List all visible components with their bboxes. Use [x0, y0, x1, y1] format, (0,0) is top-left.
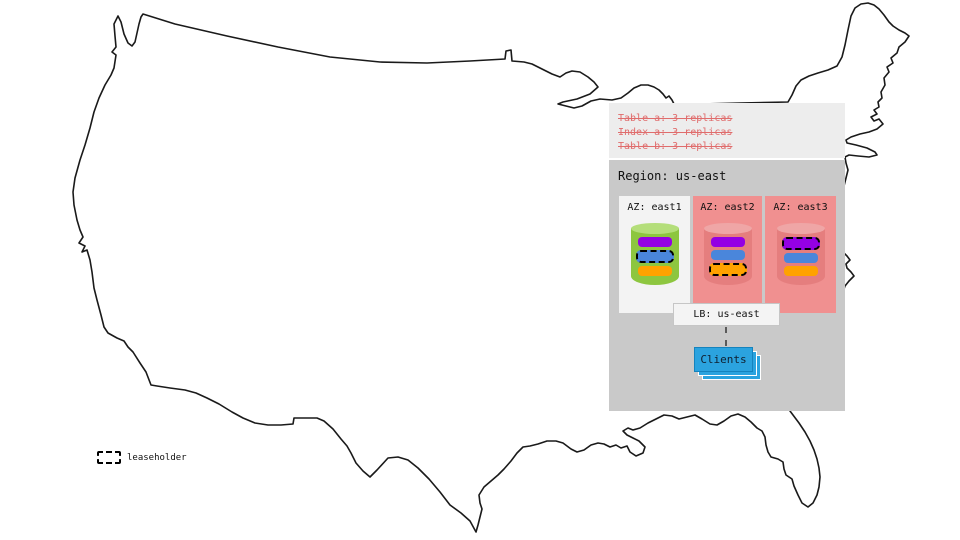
replica-bar	[710, 237, 745, 247]
lb-clients-dashed-connector	[725, 327, 727, 346]
annotation-line: Index a: 3 replicas	[618, 127, 733, 138]
zone-config-annotations: Table a: 3 replicas Index a: 3 replicas …	[609, 103, 845, 158]
region-panel: Region: us-east AZ: east1 AZ: east2 AZ: …	[609, 160, 845, 411]
region-title: Region: us-east	[618, 169, 727, 183]
clients-box: Clients	[694, 347, 753, 372]
annotation-line: Table a: 3 replicas	[618, 113, 733, 124]
replica-stack	[781, 237, 820, 276]
replica-bar	[783, 266, 818, 276]
replica-bar-leaseholder	[708, 263, 747, 276]
clients-stack: Clients	[694, 347, 761, 380]
cylinder-top	[630, 223, 679, 234]
replica-bar	[637, 266, 672, 276]
replica-stack	[708, 237, 747, 276]
load-balancer-box: LB: us-east	[673, 303, 780, 326]
cylinder-top	[703, 223, 752, 234]
replica-stack	[635, 237, 674, 276]
az-box-east3: AZ: east3	[765, 196, 836, 313]
replica-bar-leaseholder	[635, 250, 674, 263]
leaseholder-swatch-icon	[97, 451, 121, 464]
cylinder-top	[776, 223, 825, 234]
az-box-east1: AZ: east1	[619, 196, 690, 313]
az-box-east2: AZ: east2	[693, 196, 762, 313]
legend: leaseholder	[97, 451, 187, 464]
annotation-line: Table b: 3 replicas	[618, 141, 733, 152]
replica-bar	[637, 237, 672, 247]
az-label: AZ: east1	[627, 202, 682, 213]
az-label: AZ: east3	[773, 202, 828, 213]
replica-bar	[783, 253, 818, 263]
replica-bar	[710, 250, 745, 260]
replica-bar-leaseholder	[781, 237, 820, 250]
leaseholder-label: leaseholder	[127, 452, 187, 463]
az-label: AZ: east2	[700, 202, 755, 213]
